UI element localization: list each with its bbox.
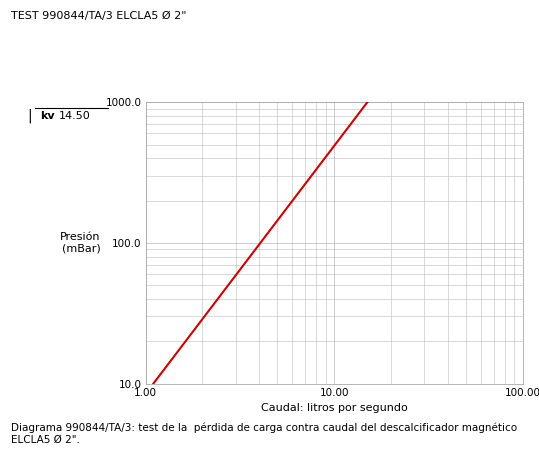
- Text: kv: kv: [40, 111, 55, 121]
- Text: 14.50: 14.50: [59, 111, 91, 121]
- X-axis label: Caudal: litros por segundo: Caudal: litros por segundo: [261, 403, 407, 413]
- Text: Diagrama 990844/TA/3: test de la  pérdida de carga contra caudal del descalcific: Diagrama 990844/TA/3: test de la pérdida…: [11, 423, 517, 445]
- Text: TEST 990844/TA/3 ELCLA5 Ø 2": TEST 990844/TA/3 ELCLA5 Ø 2": [11, 11, 186, 21]
- Text: |: |: [27, 109, 32, 123]
- Y-axis label: Presión
(mBar): Presión (mBar): [60, 232, 100, 254]
